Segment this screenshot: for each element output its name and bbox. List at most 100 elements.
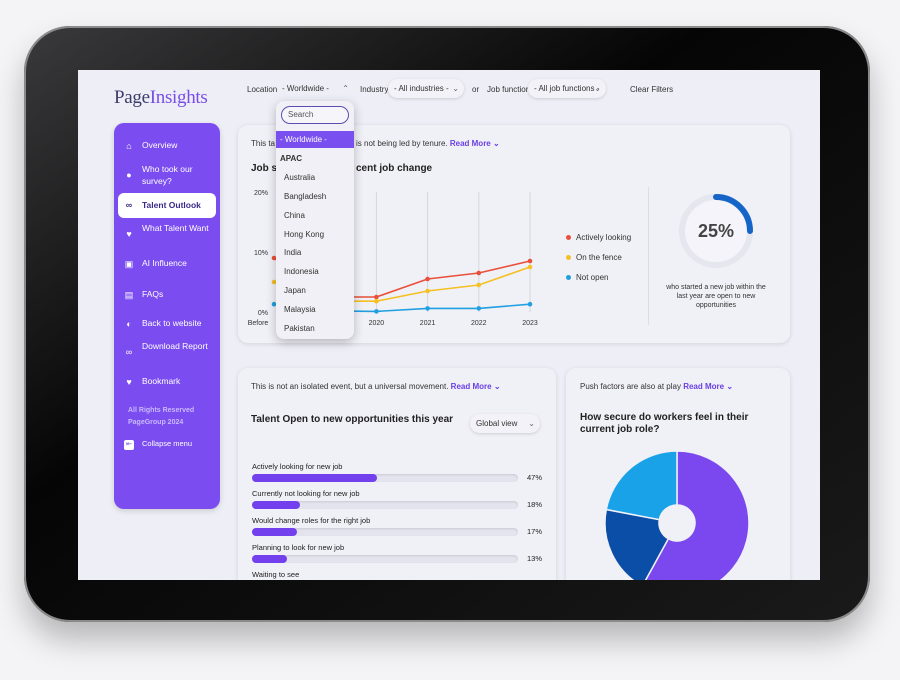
- x-tick-label: 2023: [522, 320, 538, 327]
- location-dropdown: Search - Worldwide - APAC Australia Bang…: [276, 101, 354, 339]
- x-tick-label: 2021: [420, 320, 436, 327]
- bar-percentage: 17%: [527, 527, 543, 536]
- donut-slice: [604, 508, 670, 580]
- legend-label: Actively looking: [576, 233, 632, 242]
- legend-dot: [566, 235, 571, 241]
- industry-select-value: - All industries -: [394, 84, 449, 93]
- data-point: [271, 279, 277, 285]
- read-more-link[interactable]: Read More ⌄: [683, 382, 733, 391]
- read-more-label: Read More: [683, 382, 725, 391]
- card-intro-end: is not being led by tenure.: [356, 139, 448, 148]
- donut-slice: [644, 450, 750, 580]
- bar-fill: [252, 501, 300, 509]
- legend-label: Not open: [576, 273, 609, 282]
- location-option[interactable]: India: [284, 248, 302, 257]
- chevron-down-icon: ⌄: [528, 419, 535, 428]
- location-group-label: APAC: [280, 154, 303, 163]
- location-option[interactable]: China: [284, 211, 305, 220]
- gauge-caption: who started a new job within the last ye…: [666, 284, 766, 309]
- sidebar-item-label: Talent Outlook: [142, 200, 201, 210]
- location-option[interactable]: Malaysia: [284, 305, 316, 314]
- sidebar-item-who-took-survey[interactable]: ● Who took our survey?: [118, 163, 216, 189]
- legend-dot: [566, 255, 571, 261]
- bar-track: [252, 474, 518, 482]
- bar-row: Actively looking for new job 47%: [252, 462, 544, 482]
- legend-item: Not open: [566, 273, 608, 282]
- chevron-down-icon: ⌄: [452, 84, 459, 93]
- sidebar-item-label: Overview: [142, 140, 178, 150]
- location-option[interactable]: Indonesia: [284, 267, 319, 276]
- sidebar-item-ai-influence[interactable]: ▣ AI Influence: [118, 257, 216, 271]
- read-more-label: Read More: [449, 139, 491, 148]
- location-search-input[interactable]: Search: [281, 106, 349, 124]
- y-tick-label: 10%: [254, 250, 268, 257]
- industry-label: Industry: [360, 85, 389, 94]
- bar-track: [252, 555, 518, 563]
- bar-row: Would change roles for the right job 17%: [252, 516, 544, 536]
- home-icon: ⌂: [126, 141, 132, 151]
- data-point: [476, 282, 482, 288]
- collapse-menu-button[interactable]: ⇤ Collapse menu: [118, 438, 216, 452]
- card-intro-text: This is not an isolated event, but a uni…: [251, 382, 449, 391]
- page-insights-logo[interactable]: PageInsights: [114, 87, 208, 108]
- copyright-line: All Rights Reserved: [128, 407, 195, 414]
- sidebar-item-back-to-website[interactable]: ◐ Back to website: [118, 317, 216, 331]
- sidebar-item-what-talent-want[interactable]: ♥ What Talent Want: [118, 222, 216, 248]
- location-option[interactable]: Japan: [284, 286, 306, 295]
- industry-select[interactable]: - All industries - ⌄: [388, 79, 464, 98]
- read-more-link[interactable]: Read More ⌄: [450, 139, 500, 148]
- x-tick-label: 2020: [369, 320, 385, 327]
- location-option-selected[interactable]: - Worldwide -: [276, 131, 354, 148]
- sidebar-item-label: What Talent Want: [142, 223, 209, 233]
- location-select[interactable]: - Worldwide - ⌃: [276, 79, 354, 98]
- bar-label: Would change roles for the right job: [252, 516, 371, 525]
- location-option[interactable]: Bangladesh: [284, 192, 327, 201]
- sidebar-item-overview[interactable]: ⌂ Overview: [118, 139, 216, 153]
- bar-fill: [252, 555, 287, 563]
- location-option[interactable]: Hong Kong: [284, 230, 325, 239]
- chevron-up-icon: ⌃: [342, 84, 349, 93]
- chevron-down-icon: ⌄: [493, 382, 501, 391]
- sidebar-item-label: Back to website: [142, 318, 202, 328]
- gauge-value: 25%: [697, 221, 735, 241]
- sidebar-item-talent-outlook[interactable]: ∞ Talent Outlook: [118, 193, 216, 218]
- bar-row: Planning to look for new job 13%: [252, 543, 544, 563]
- sidebar-item-bookmark[interactable]: ♥ Bookmark: [118, 375, 216, 389]
- sidebar: ⌂ Overview ● Who took our survey? ∞ Talent …: [114, 123, 220, 509]
- location-option[interactable]: Australia: [284, 173, 316, 182]
- legend-item: Actively looking: [566, 233, 631, 242]
- job-security-card: Push factors are also at play Read More …: [566, 368, 790, 580]
- bar-label: Planning to look for new job: [252, 543, 345, 552]
- view-select-value: Global view: [476, 419, 518, 428]
- view-select[interactable]: Global view ⌄: [470, 414, 540, 433]
- gauge-ring: [679, 194, 753, 268]
- copyright-text: All Rights Reserved PageGroup 2024: [128, 405, 194, 429]
- read-more-link[interactable]: Read More ⌄: [451, 382, 501, 391]
- bar-fill: [252, 474, 378, 482]
- data-point: [271, 301, 277, 307]
- legend-label: On the fence: [576, 253, 622, 262]
- chat-icon: ▤: [124, 290, 134, 300]
- bar-label: Currently not looking for new job: [252, 489, 360, 498]
- clear-filters-button[interactable]: Clear Filters: [630, 85, 674, 94]
- card-intro: is not being led by tenure. Read More ⌄: [356, 139, 500, 148]
- data-point: [374, 294, 379, 300]
- chevron-down-icon: ⌄: [726, 382, 734, 391]
- legend-item: On the fence: [566, 253, 622, 262]
- chart-title-start: Job s: [251, 163, 278, 174]
- job-function-select[interactable]: - All job functions - ⌄: [528, 79, 606, 98]
- card-intro-text: Push factors are also at play: [580, 382, 681, 391]
- location-option[interactable]: Pakistan: [284, 324, 315, 333]
- sidebar-item-download-report[interactable]: ∞ Download Report: [118, 340, 216, 366]
- app-screen: PageInsights Location - Worldwide - ⌃ In…: [78, 70, 820, 580]
- data-point: [374, 309, 379, 314]
- sidebar-item-faqs[interactable]: ▤ FAQs: [118, 288, 216, 302]
- data-point: [425, 306, 430, 311]
- legend-dot: [566, 275, 571, 281]
- card-title: Talent Open to new opportunities this ye…: [251, 414, 454, 425]
- binoculars-icon: ∞: [125, 200, 133, 210]
- card-intro: Push factors are also at play Read More …: [580, 382, 733, 391]
- gauge-arc: [713, 194, 753, 234]
- bar-fill: [252, 528, 298, 536]
- collapse-menu-label: Collapse menu: [142, 439, 193, 448]
